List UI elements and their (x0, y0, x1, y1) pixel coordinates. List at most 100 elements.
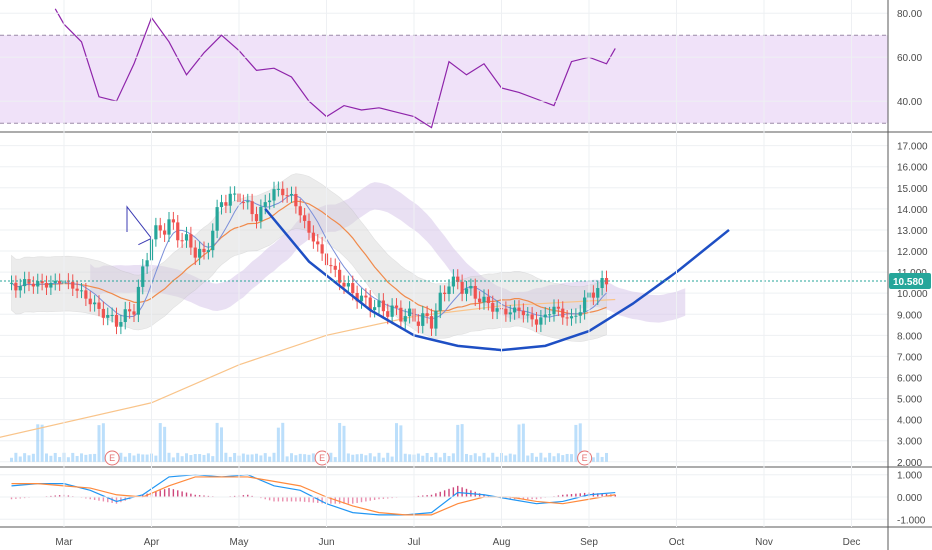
candle-body (93, 302, 97, 305)
month-label: Aug (493, 537, 511, 548)
volume-bar (360, 453, 363, 462)
candle-body (18, 286, 22, 291)
price-tick-label: 4.000 (897, 416, 922, 427)
candle-body (434, 310, 438, 329)
candle-body (399, 307, 403, 322)
price-pane: E E E 17.000 16.000 15.000 14.000 13.000 12.000… (0, 142, 931, 469)
candle (355, 285, 359, 309)
bollinger-band (11, 173, 607, 342)
volume-bar (373, 456, 377, 462)
candle (281, 181, 285, 203)
candle-body (145, 260, 149, 267)
candle (478, 291, 482, 310)
candle-body (31, 283, 35, 287)
candle (193, 240, 197, 266)
earnings-marker-circle (104, 450, 120, 466)
candle (276, 181, 280, 197)
candle (36, 273, 40, 294)
candle (394, 298, 399, 316)
volume-bar (268, 456, 272, 462)
candle-body (75, 288, 79, 291)
volume-bar (119, 452, 123, 462)
volume-bar (263, 453, 267, 462)
volume-bar (508, 453, 512, 462)
candle (390, 298, 394, 325)
candle (202, 241, 206, 260)
volume-bar (40, 424, 44, 462)
earnings-marker[interactable]: E (104, 450, 120, 466)
volume-bar (145, 454, 149, 462)
volume-bar (342, 425, 346, 462)
candle-body (88, 298, 92, 305)
candle-body (421, 313, 425, 326)
earnings-marker[interactable]: E (314, 450, 330, 466)
candle-body (394, 305, 399, 308)
volume-bar (211, 456, 215, 462)
candle (106, 307, 110, 326)
volume-bar (255, 453, 258, 462)
candle-body (408, 308, 412, 317)
candle (84, 282, 88, 307)
macd-tick-label: 1.000 (897, 471, 922, 482)
candle (346, 275, 350, 294)
earnings-marker-label: E (582, 453, 588, 463)
volume-bar (403, 453, 407, 462)
candle-body (250, 201, 254, 215)
price-tick-label: 17.000 (897, 142, 928, 153)
candle (114, 307, 119, 335)
candle-body (569, 316, 574, 319)
rsi-tick-label: 60.00 (897, 53, 922, 64)
candle-body (604, 278, 609, 285)
volume-bar (390, 456, 394, 462)
volume-bar (23, 453, 27, 462)
candle (180, 232, 184, 248)
candle-body (303, 215, 307, 221)
volume-bar (215, 422, 219, 462)
candle (189, 226, 193, 255)
volume-bar (27, 455, 31, 462)
candle-body (521, 310, 525, 316)
candle-body (132, 311, 136, 315)
volume-bar (101, 423, 105, 462)
volume-bar (241, 453, 245, 462)
candle-body (530, 314, 534, 320)
time-axis: Mar Apr May Jun Jul Aug Sep Oct Nov Dec (55, 0, 860, 548)
volume-bar (18, 456, 22, 462)
candle-body (473, 285, 477, 299)
candle (421, 305, 425, 334)
candle (110, 307, 114, 323)
month-label: Apr (144, 537, 160, 548)
earnings-marker[interactable]: E (577, 450, 593, 466)
candle (316, 234, 320, 252)
candle-body (272, 189, 276, 201)
macd-line (11, 474, 616, 516)
volume-bar (71, 452, 75, 462)
candle (521, 303, 525, 323)
candle (141, 259, 145, 295)
earnings-marker-label: E (319, 453, 325, 463)
month-label: Jun (318, 537, 334, 548)
candle (289, 186, 294, 203)
candle-body (491, 303, 495, 312)
price-tick-label: 13.000 (897, 226, 928, 237)
candle-body (189, 234, 193, 248)
volume-bar (75, 455, 79, 462)
candle-body (119, 322, 123, 327)
candle-body (294, 193, 298, 207)
price-tick-label: 9.000 (897, 310, 922, 321)
candle-body (513, 307, 517, 313)
volume-bar (88, 454, 92, 462)
candle-body (359, 295, 364, 302)
volume-bar (158, 423, 162, 462)
volume-bar (447, 456, 451, 462)
volume-bar (513, 454, 517, 462)
candle-body (136, 286, 140, 315)
month-label: Nov (755, 537, 773, 548)
month-label: Sep (580, 537, 598, 548)
candle (604, 270, 609, 292)
candle-body (460, 281, 464, 294)
candle (399, 300, 403, 329)
volume-bar (180, 456, 184, 462)
